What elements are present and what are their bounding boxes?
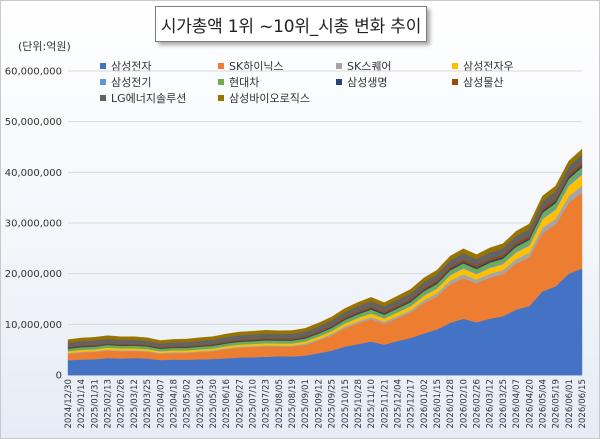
x-tick-label: 2025/08/19 [288, 379, 298, 429]
x-tick-label: 2025/09/01 [301, 379, 311, 429]
x-tick-label: 2026/03/12 [486, 379, 496, 429]
legend-swatch [100, 63, 106, 69]
x-tick-label: 2025/04/07 [156, 379, 166, 429]
x-tick-label: 2025/12/04 [393, 379, 403, 429]
x-tick-label: 2025/06/27 [235, 379, 245, 429]
x-tick-label: 2026/05/04 [538, 379, 548, 429]
x-tick-label: 2025/06/16 [222, 379, 232, 429]
legend-item: 삼성전기 [100, 74, 151, 90]
x-tick-label: 2026/05/19 [552, 379, 562, 429]
legend-item: 삼성전자우 [452, 58, 514, 74]
legend-label: LG에너지솔루션 [111, 92, 187, 105]
legend-swatch [336, 63, 342, 69]
legend-item: 삼성바이오로직스 [218, 90, 310, 106]
x-tick-label: 2025/01/31 [90, 379, 100, 429]
unit-label: (단위:억원) [18, 40, 71, 53]
legend-label: SK하이닉스 [229, 60, 284, 73]
x-tick-label: 2025/10/15 [341, 379, 351, 429]
x-tick-label: 2025/09/12 [314, 379, 324, 429]
legend-label: 삼성생명 [347, 76, 388, 89]
legend-item: LG에너지솔루션 [100, 90, 186, 106]
y-tick-label: 40,000,000 [5, 168, 62, 179]
y-tick-label: 60,000,000 [5, 67, 62, 78]
x-tick-label: 2025/10/28 [354, 379, 364, 429]
legend-swatch [218, 95, 224, 101]
y-tick-label: 50,000,000 [5, 117, 62, 128]
x-tick-label: 2026/01/15 [433, 379, 443, 429]
x-tick-label: 2026/04/07 [512, 379, 522, 429]
x-tick-label: 2026/06/01 [565, 379, 575, 429]
x-tick-label: 2024/12/30 [64, 379, 74, 429]
area-series [67, 148, 583, 344]
legend-swatch [218, 79, 224, 85]
legend-item: SK하이닉스 [218, 58, 284, 74]
legend-swatch [452, 63, 458, 69]
x-tick-label: 2025/07/10 [249, 379, 259, 429]
legend-item: 삼성생명 [336, 74, 387, 90]
x-tick-label: 2026/01/28 [446, 379, 456, 429]
x-tick-label: 2026/03/25 [499, 379, 509, 429]
legend-swatch [100, 79, 106, 85]
y-tick-label: 30,000,000 [5, 219, 62, 230]
legend-swatch [100, 95, 106, 101]
x-tick-label: 2026/04/20 [525, 379, 535, 429]
x-tick-label: 2025/12/17 [407, 379, 417, 429]
legend-label: 현대차 [229, 76, 260, 89]
x-tick-label: 2025/07/23 [262, 379, 272, 429]
chart-title: 시가총액 1위 ~10위_시총 변화 추이 [160, 16, 422, 37]
legend-item: SK스퀘어 [336, 58, 392, 74]
legend-label: 삼성전자 [111, 60, 152, 73]
legend-swatch [218, 63, 224, 69]
x-tick-label: 2025/01/14 [77, 379, 87, 429]
x-tick-label: 2025/02/13 [104, 379, 114, 429]
legend-swatch [336, 79, 342, 85]
x-tick-label: 2025/03/25 [143, 379, 153, 429]
legend-label: 삼성물산 [463, 76, 504, 89]
x-tick-label: 2026/02/10 [459, 379, 469, 429]
legend-item: 삼성전자 [100, 58, 151, 74]
legend-item: 현대차 [218, 74, 259, 90]
legend-swatch [452, 79, 458, 85]
chart-title-box: 시가총액 1위 ~10위_시총 변화 추이 [155, 6, 427, 42]
x-tick-label: 2025/05/19 [196, 379, 206, 429]
x-tick-label: 2026/01/02 [420, 379, 430, 429]
x-tick-label: 2025/05/30 [209, 379, 219, 429]
legend-label: 삼성바이오로직스 [229, 92, 310, 105]
x-tick-label: 2025/04/18 [169, 379, 179, 429]
x-tick-label: 2025/02/26 [117, 379, 127, 429]
y-tick-label: 0 [56, 371, 62, 382]
x-tick-label: 2026/02/26 [473, 379, 483, 429]
x-tick-label: 2025/05/02 [183, 379, 193, 429]
y-tick-label: 10,000,000 [5, 320, 62, 331]
x-tick-label: 2025/09/25 [328, 379, 338, 429]
legend-label: 삼성전자우 [463, 60, 514, 73]
x-tick-label: 2025/11/21 [380, 379, 390, 429]
x-tick-label: 2026/06/15 [578, 379, 588, 429]
x-tick-label: 2025/08/05 [275, 379, 285, 429]
y-tick-label: 20,000,000 [5, 269, 62, 280]
legend-label: SK스퀘어 [347, 60, 392, 73]
x-tick-label: 2025/03/12 [130, 379, 140, 429]
legend-item: 삼성물산 [452, 74, 503, 90]
legend-label: 삼성전기 [111, 76, 152, 89]
x-tick-label: 2025/11/10 [367, 379, 377, 429]
